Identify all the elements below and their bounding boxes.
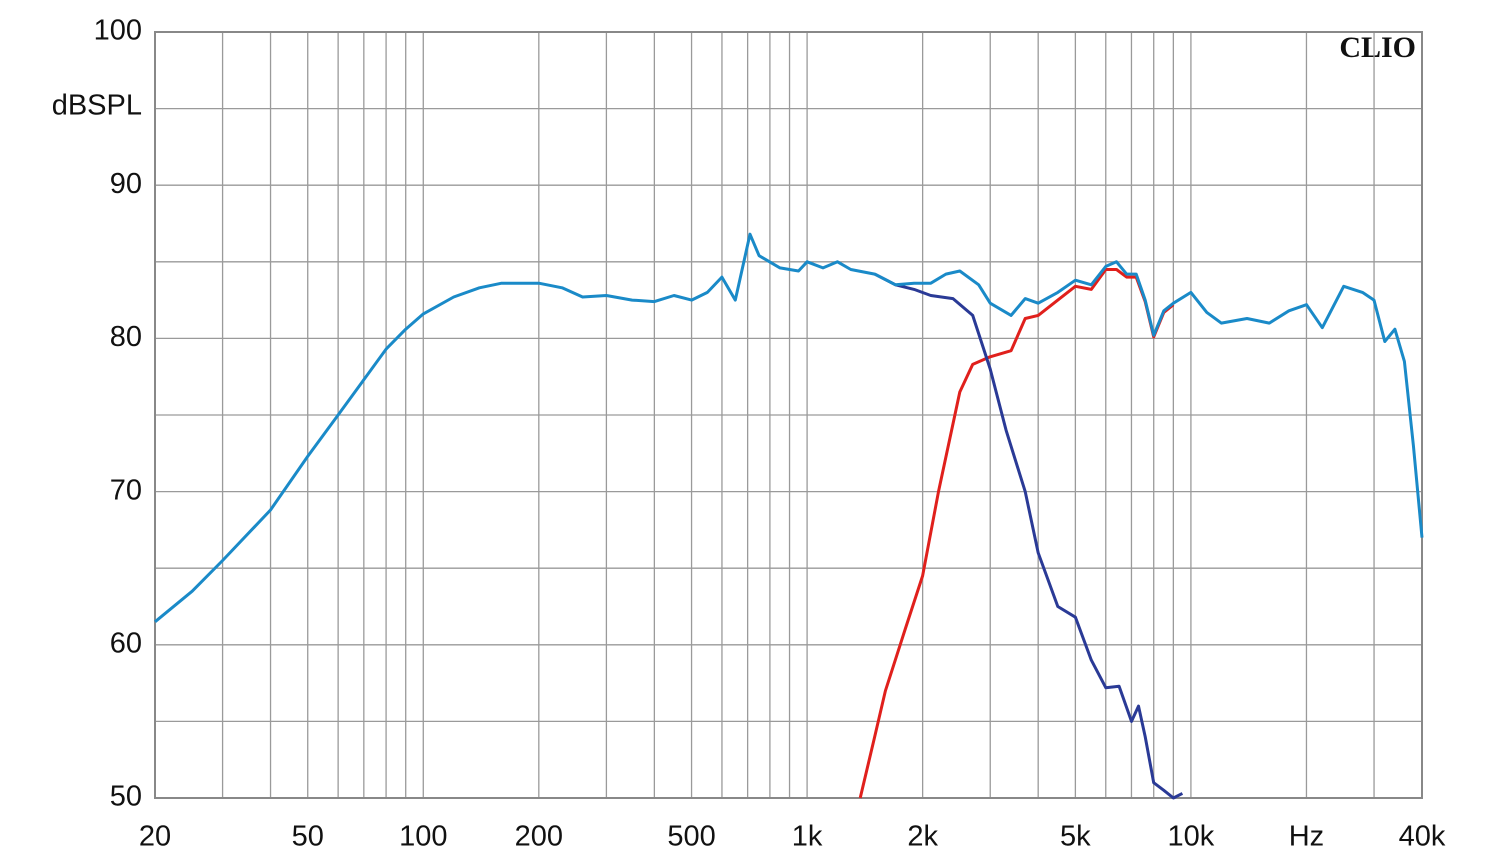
annotation: CLIO [1339, 31, 1416, 64]
x-tick-label: 5k [1060, 821, 1091, 853]
y-tick-label: 50 [110, 781, 142, 813]
y-tick-label: 80 [110, 321, 142, 353]
x-tick-label: 40k [1399, 821, 1446, 853]
y-tick-label: 70 [110, 474, 142, 506]
x-tick-label: 500 [667, 821, 715, 853]
x-tick-label: 20 [139, 821, 171, 853]
y-tick-label: 100 [94, 15, 142, 47]
x-tick-label: 1k [792, 821, 823, 853]
x-tick-label: 200 [515, 821, 563, 853]
x-tick-label: Hz [1289, 821, 1324, 853]
y-tick-label: 90 [110, 168, 142, 200]
y-axis-label: dBSPL [52, 90, 142, 122]
y-tick-label: 60 [110, 627, 142, 659]
plot-frame [154, 31, 1423, 799]
x-tick-label: 10k [1168, 821, 1215, 853]
series-line [874, 272, 1184, 800]
x-tick-label: 100 [399, 821, 447, 853]
x-tick-label: 50 [292, 821, 324, 853]
series-line [858, 268, 1175, 799]
series-line [154, 232, 1424, 623]
x-tick-label: 2k [907, 821, 938, 853]
